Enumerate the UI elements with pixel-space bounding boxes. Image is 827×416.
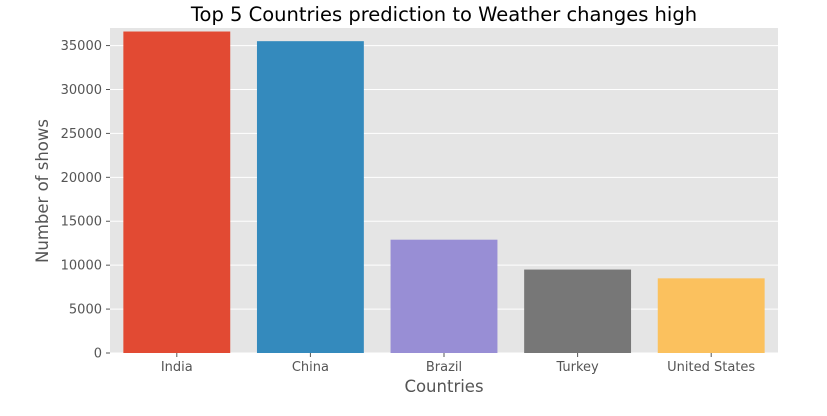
x-tick-label: United States: [667, 360, 755, 375]
y-axis-label: Number of shows: [33, 119, 52, 263]
bars: [123, 31, 765, 354]
y-tick-label: 10000: [61, 259, 102, 274]
y-tick-label: 0: [94, 347, 102, 362]
chart-title: Top 5 Countries prediction to Weather ch…: [190, 3, 697, 26]
x-axis-ticks: India China Brazil Turkey United States: [161, 353, 755, 375]
y-tick-label: 15000: [61, 215, 102, 230]
y-tick-label: 25000: [61, 127, 102, 142]
y-tick-label: 35000: [61, 39, 102, 54]
x-tick-label: Turkey: [555, 360, 599, 375]
y-tick-label: 20000: [61, 171, 102, 186]
x-tick-label: China: [292, 360, 329, 375]
bar: [524, 269, 632, 353]
bar: [390, 239, 498, 353]
bar: [123, 31, 231, 353]
bar: [256, 41, 364, 354]
x-tick-label: Brazil: [426, 360, 462, 375]
x-axis-label: Countries: [404, 377, 483, 396]
y-axis-ticks: 0 5000 10000 15000 20000 25000 30000 35000: [61, 39, 110, 362]
x-tick-label: India: [161, 360, 193, 375]
y-tick-label: 5000: [69, 303, 102, 318]
y-tick-label: 30000: [61, 83, 102, 98]
bar: [657, 278, 765, 353]
